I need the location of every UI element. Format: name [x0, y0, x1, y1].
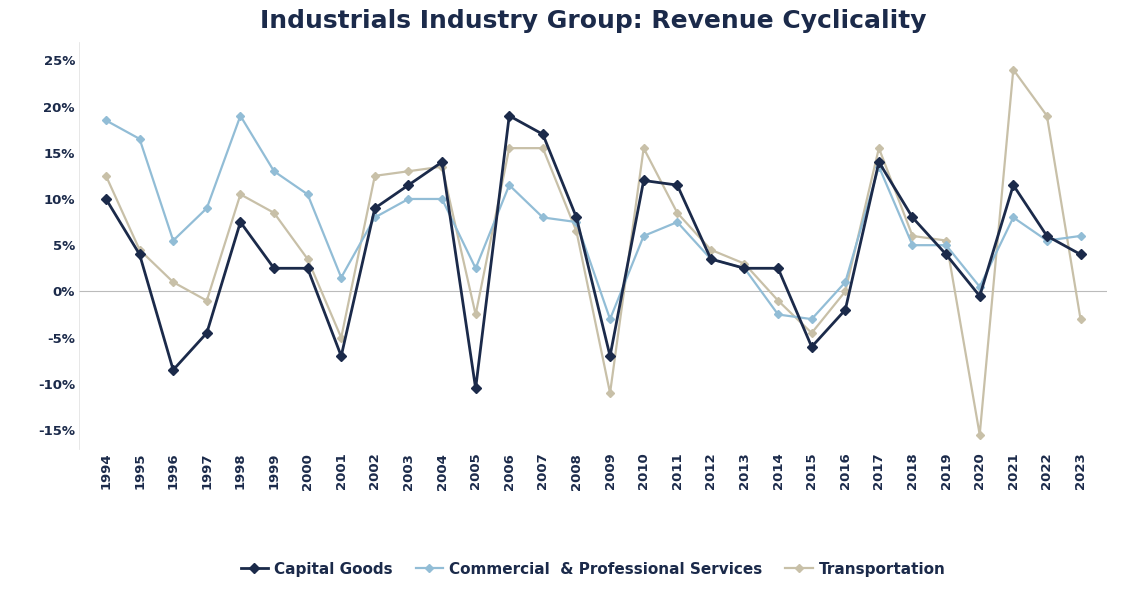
- Capital Goods: [301, 265, 314, 272]
- Commercial  & Professional Services: [570, 218, 583, 225]
- Commercial  & Professional Services: [973, 283, 986, 291]
- Capital Goods: [234, 218, 247, 225]
- Transportation: [872, 145, 886, 152]
- Commercial  & Professional Services: [435, 196, 449, 203]
- Title: Industrials Industry Group: Revenue Cyclicality: Industrials Industry Group: Revenue Cycl…: [260, 9, 927, 33]
- Transportation: [166, 279, 180, 286]
- Capital Goods: [334, 352, 348, 359]
- Line: Commercial  & Professional Services: Commercial & Professional Services: [103, 113, 1084, 322]
- Transportation: [973, 431, 986, 438]
- Transportation: [334, 334, 348, 341]
- Transportation: [301, 255, 314, 263]
- Capital Goods: [503, 112, 516, 120]
- Capital Goods: [637, 177, 651, 184]
- Commercial  & Professional Services: [670, 218, 684, 225]
- Commercial  & Professional Services: [99, 117, 113, 124]
- Capital Goods: [570, 214, 583, 221]
- Capital Goods: [738, 265, 751, 272]
- Commercial  & Professional Services: [939, 242, 953, 249]
- Commercial  & Professional Services: [301, 191, 314, 198]
- Commercial  & Professional Services: [234, 112, 247, 120]
- Legend: Capital Goods, Commercial  & Professional Services, Transportation: Capital Goods, Commercial & Professional…: [234, 556, 953, 583]
- Capital Goods: [166, 367, 180, 374]
- Commercial  & Professional Services: [805, 316, 818, 323]
- Transportation: [234, 191, 247, 198]
- Transportation: [939, 237, 953, 244]
- Transportation: [503, 145, 516, 152]
- Commercial  & Professional Services: [200, 205, 214, 212]
- Commercial  & Professional Services: [334, 274, 348, 281]
- Commercial  & Professional Services: [603, 316, 617, 323]
- Commercial  & Professional Services: [469, 265, 483, 272]
- Capital Goods: [670, 182, 684, 189]
- Transportation: [637, 145, 651, 152]
- Transportation: [368, 172, 382, 179]
- Capital Goods: [772, 265, 785, 272]
- Commercial  & Professional Services: [267, 167, 280, 175]
- Commercial  & Professional Services: [1074, 233, 1087, 240]
- Capital Goods: [368, 205, 382, 212]
- Transportation: [1007, 66, 1020, 73]
- Commercial  & Professional Services: [906, 242, 920, 249]
- Transportation: [99, 172, 113, 179]
- Commercial  & Professional Services: [166, 237, 180, 244]
- Commercial  & Professional Services: [133, 135, 147, 142]
- Commercial  & Professional Services: [368, 214, 382, 221]
- Capital Goods: [939, 251, 953, 258]
- Transportation: [704, 246, 718, 254]
- Commercial  & Professional Services: [1040, 237, 1053, 244]
- Capital Goods: [704, 255, 718, 263]
- Commercial  & Professional Services: [536, 214, 549, 221]
- Capital Goods: [435, 158, 449, 166]
- Commercial  & Professional Services: [503, 182, 516, 189]
- Commercial  & Professional Services: [872, 163, 886, 170]
- Transportation: [570, 228, 583, 235]
- Commercial  & Professional Services: [772, 311, 785, 318]
- Capital Goods: [603, 352, 617, 359]
- Transportation: [838, 288, 852, 295]
- Transportation: [536, 145, 549, 152]
- Capital Goods: [973, 292, 986, 300]
- Capital Goods: [99, 196, 113, 203]
- Capital Goods: [1074, 251, 1087, 258]
- Capital Goods: [838, 306, 852, 313]
- Capital Goods: [1007, 182, 1020, 189]
- Capital Goods: [1040, 233, 1053, 240]
- Line: Capital Goods: Capital Goods: [103, 112, 1084, 392]
- Line: Transportation: Transportation: [103, 67, 1084, 437]
- Commercial  & Professional Services: [704, 255, 718, 263]
- Commercial  & Professional Services: [401, 196, 415, 203]
- Capital Goods: [401, 182, 415, 189]
- Transportation: [133, 246, 147, 254]
- Capital Goods: [805, 343, 818, 350]
- Transportation: [401, 167, 415, 175]
- Capital Goods: [200, 329, 214, 337]
- Commercial  & Professional Services: [637, 233, 651, 240]
- Capital Goods: [872, 158, 886, 166]
- Transportation: [772, 297, 785, 304]
- Transportation: [603, 389, 617, 396]
- Commercial  & Professional Services: [838, 279, 852, 286]
- Capital Goods: [536, 131, 549, 138]
- Transportation: [1040, 112, 1053, 120]
- Transportation: [906, 233, 920, 240]
- Capital Goods: [906, 214, 920, 221]
- Capital Goods: [469, 385, 483, 392]
- Transportation: [738, 260, 751, 267]
- Capital Goods: [133, 251, 147, 258]
- Transportation: [200, 297, 214, 304]
- Commercial  & Professional Services: [738, 265, 751, 272]
- Transportation: [670, 209, 684, 216]
- Transportation: [267, 209, 280, 216]
- Commercial  & Professional Services: [1007, 214, 1020, 221]
- Capital Goods: [267, 265, 280, 272]
- Transportation: [805, 329, 818, 337]
- Transportation: [469, 311, 483, 318]
- Transportation: [1074, 316, 1087, 323]
- Transportation: [435, 163, 449, 170]
